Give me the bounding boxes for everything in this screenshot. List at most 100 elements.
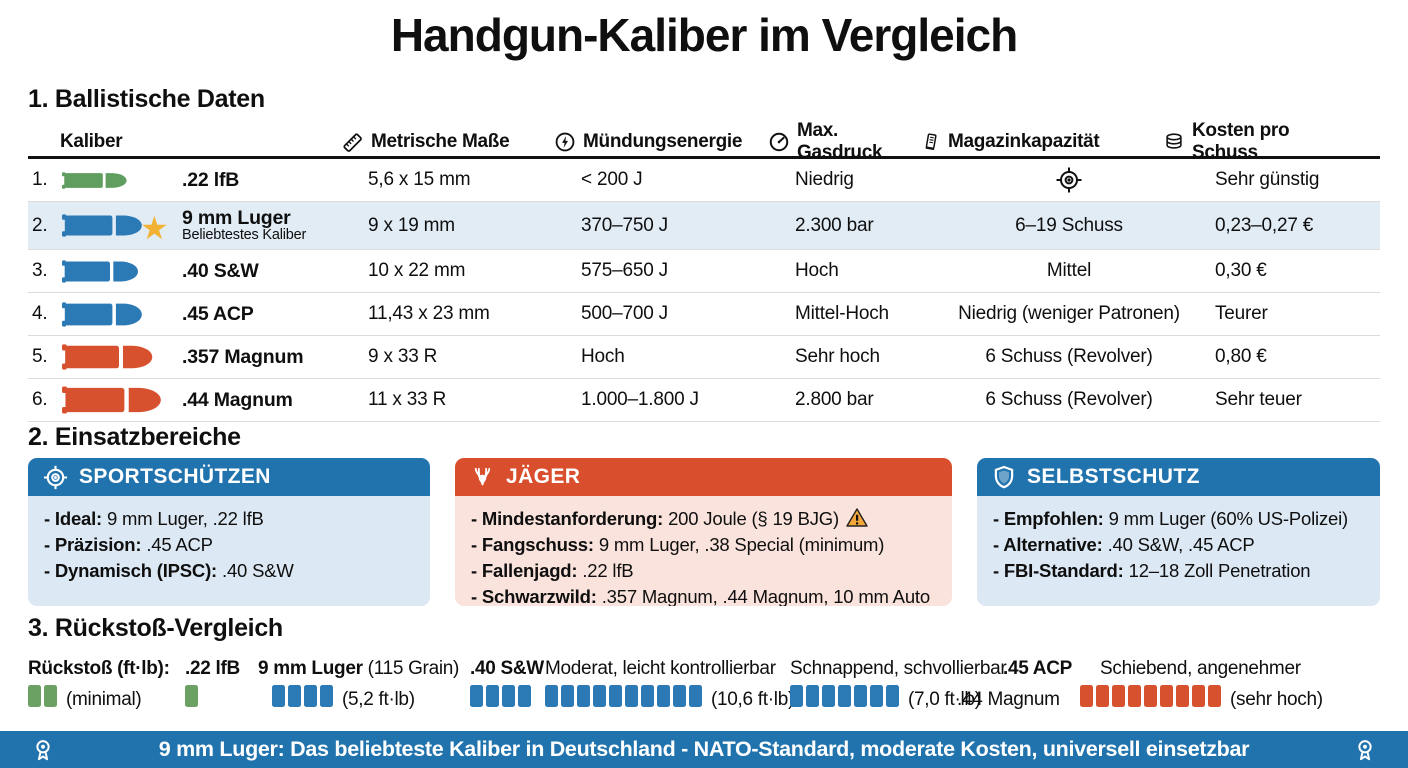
footer-text: 9 mm Luger: Das beliebteste Kaliber in D… [158,737,1250,761]
recoil-bar-group [185,685,201,715]
cell-masse: 10 x 22 mm [368,260,466,281]
caliber-name-cell: .44 Magnum [182,390,368,410]
recoil-caliber-label: .40 S&W [470,658,544,679]
cartridge-icon [62,386,161,414]
recoil-description: Schiebend, angenehmer [1100,658,1301,679]
shield-icon [994,465,1014,489]
cell-gasdruck: Mittel-Hoch [795,303,889,324]
recoil-bar-group: (minimal) [28,685,142,715]
usage-line: - Schwarzwild: .357 Magnum, .44 Magnum, 1… [471,586,930,606]
usage-line: - Alternative: .40 S&W, .45 ACP [993,534,1255,555]
caliber-name: .357 Magnum [182,346,304,368]
cell-kosten: 0,23–0,27 € [1215,214,1314,236]
row-number: 4. [32,303,48,324]
column-header-label: Metrische Maße [371,131,510,152]
recoil-heading: 3. Rückstoß-Vergleich [28,614,283,642]
cell-masse: 11,43 x 23 mm [368,303,490,324]
caliber-name: 9 mm Luger [182,207,291,229]
recoil-bars [545,685,705,715]
cell-energie: 1.000–1.800 J [581,389,699,410]
cell-magazin: 6–19 Schuss [1015,214,1123,236]
recoil-bars [185,685,201,715]
column-header-label: Magazinkapazität [948,131,1100,152]
cell-energie: Hoch [581,346,625,367]
usage-line: - Fallenjagd: .22 lfB [471,560,634,581]
row-number: 6. [32,389,48,410]
cartridge-cell [62,301,182,327]
cell-masse: 9 x 19 mm [368,214,455,236]
crosshair-icon [1056,167,1082,193]
cell-magazin: Niedrig (weniger Patronen) [958,303,1180,324]
usage-line: - Präzision: .45 ACP [44,534,213,555]
table-header-row: Kaliber Metrische Maße Mündungsenergie M… [28,120,1380,163]
star-icon: ★ [140,210,169,246]
cell-magazin [948,166,1190,194]
usage-box-header: JÄGER [455,458,952,496]
warning-icon [846,508,868,527]
cartridge-icon [62,344,153,370]
cell-gasdruck: Sehr hoch [795,346,880,367]
usage-line: - Fangschuss: 9 mm Luger, .38 Special (mi… [471,534,885,555]
footer-banner: 9 mm Luger: Das beliebteste Kaliber in D… [0,731,1408,768]
cell-magazin: 6 Schuss (Revolver) [985,346,1153,367]
cartridge-icon [62,301,142,327]
column-header-gasdruck: Max. Gasdruck [768,120,921,164]
usage-box-body: - Empfohlen: 9 mm Luger (60% US-Polizei) … [977,496,1380,606]
cell-gasdruck: Hoch [795,260,839,281]
column-header-kosten: Kosten pro Schuss [1163,120,1353,164]
gauge-icon [769,132,789,152]
recoil-bars [28,685,60,715]
table-row-highlighted: 2. ★ 9 mm Luger Beliebtestes Kaliber 9 x… [28,202,1380,250]
caliber-name: .44 Magnum [182,389,293,411]
caliber-name-cell: .45 ACP [182,304,368,324]
caliber-name-cell: .40 S&W [182,261,368,281]
table-row: 1. .22 lfB 5,6 x 15 mm < 200 J Niedrig S… [28,159,1380,202]
page-title: Handgun-Kaliber im Vergleich [390,9,1018,61]
usage-box-title: SPORTSCHÜTZEN [79,465,271,488]
recoil-bars [790,685,902,715]
cell-masse: 5,6 x 15 mm [368,169,471,190]
recoil-bar-group: (7,0 ft·lb) [790,685,981,715]
usage-box-selbstschutz: SELBSTSCHUTZ - Empfohlen: 9 mm Luger (60%… [977,458,1380,606]
cartridge-icon [62,259,138,283]
usage-box-header: SELBSTSCHUTZ [977,458,1380,496]
recoil-bars [1080,685,1224,715]
usage-line: - Ideal: 9 mm Luger, .22 lfB [44,508,264,529]
column-header-label: Kosten pro Schuss [1192,120,1290,163]
cell-masse: 9 x 33 R [368,346,438,367]
cell-kosten: Sehr teuer [1215,389,1302,410]
column-header-kaliber: Kaliber [28,131,368,153]
award-ribbon-icon [36,739,50,760]
award-ribbon-icon [1358,739,1372,760]
cell-energie: 575–650 J [581,260,668,281]
ballistics-heading: 1. Ballistische Daten [28,85,265,113]
usage-box-header: SPORTSCHÜTZEN [28,458,430,496]
caliber-name-cell: ★ 9 mm Luger Beliebtestes Kaliber [140,207,368,244]
recoil-description: Schnappend, schvollierbar [790,658,1007,679]
usage-line: - FBI-Standard: 12–18 Zoll Penetration [993,560,1311,581]
usage-line: - Mindestanforderung: 200 Joule (§ 19 BJG… [471,506,936,532]
caliber-name: .40 S&W [182,260,259,282]
cell-gasdruck: Niedrig [795,169,854,190]
usage-box-body: - Ideal: 9 mm Luger, .22 lfB - Präzision:… [28,496,430,606]
table-row: 4. .45 ACP 11,43 x 23 mm 500–700 J Mitte… [28,293,1380,336]
cell-kosten: Sehr günstig [1215,169,1320,190]
usage-line: - Dynamisch (IPSC): .40 S&W [44,560,294,581]
lightning-icon [555,132,575,152]
recoil-bar-group: (sehr hoch) [1080,685,1323,715]
caliber-name-cell: .357 Magnum [182,347,368,367]
coins-icon [1166,133,1182,149]
usage-box-jaeger: JÄGER - Mindestanforderung: 200 Joule (§ … [455,458,952,606]
row-number: 2. [32,214,48,236]
column-header-label: Max. Gasdruck [797,120,883,163]
cartridge-cell [62,171,182,189]
column-header-energie: Mündungsenergie [554,131,768,153]
cartridge-cell [62,344,182,370]
magazine-icon [925,133,937,151]
column-header-label: Kaliber [60,131,123,152]
column-header-masse: Metrische Maße [341,131,554,154]
column-header-label: Mündungsenergie [583,131,743,152]
recoil-description: Moderat, leicht kontrollierbar [545,658,776,679]
target-icon [43,465,68,489]
recoil-bar-group: (5,2 ft·lb) [272,685,415,713]
